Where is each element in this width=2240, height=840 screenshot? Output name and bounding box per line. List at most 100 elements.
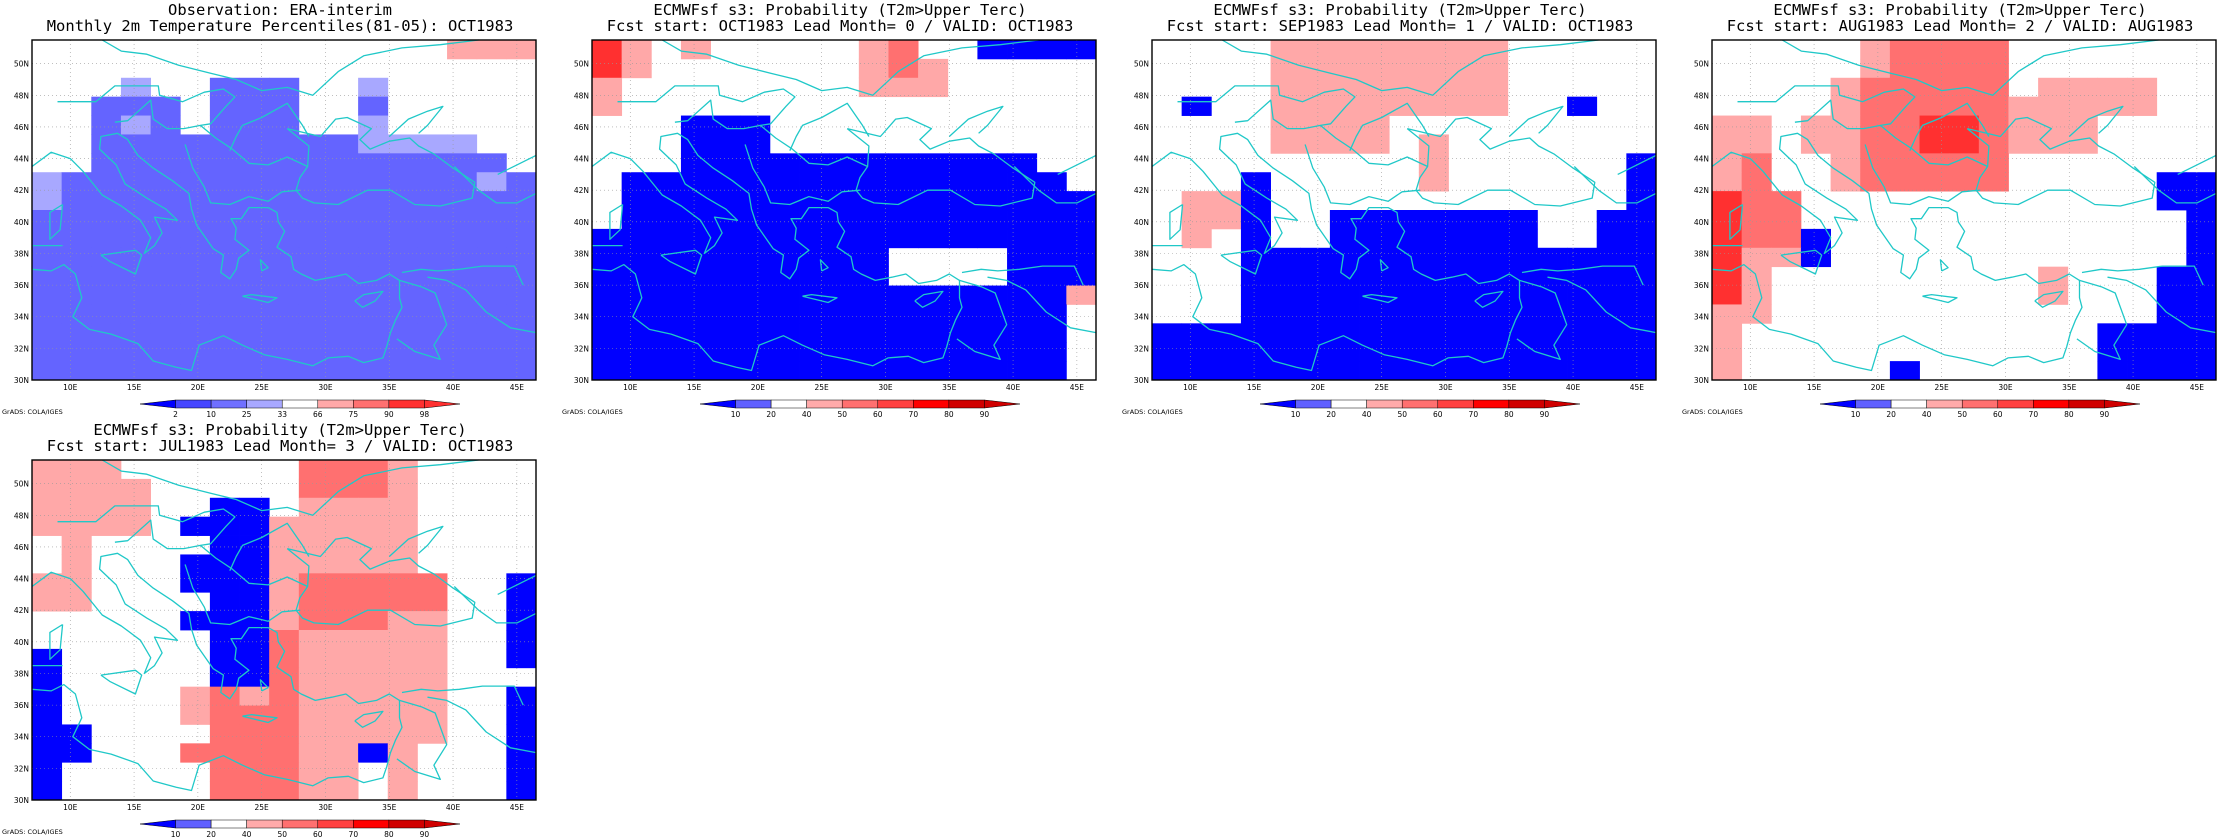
colorbar-segment [1855,399,1892,409]
grid-cell [1860,40,1891,60]
colorbar-label: 70 [1469,410,1479,419]
grid-cell [1448,77,1479,98]
grid-cell [710,134,741,154]
grid-cell [1478,266,1509,286]
grid-cell [888,323,919,343]
grid-cell [621,247,652,268]
grid-cell [1919,58,1950,79]
lat-tick-label: 42N [1134,186,1149,195]
grid-cell [298,210,329,230]
colorbar-label: 90 [980,410,990,419]
grid-cell [1830,115,1861,135]
grid-cell [150,172,181,192]
grid-cell [621,304,652,324]
coastline [259,679,269,692]
coastlines [31,39,537,372]
colorbar-label: 75 [349,410,359,419]
grid-cell [239,554,270,574]
grid-cell [1889,77,1920,98]
coastline [286,116,476,207]
grid-cell [1359,210,1390,230]
grid-cell [269,573,300,593]
lon-tick-label: 10E [1743,383,1758,392]
grid-cell [651,228,682,249]
colorbar-label: 90 [420,830,430,839]
grid-cell [1741,285,1772,305]
grid-cell [1741,172,1772,192]
grid-cell [1478,40,1509,60]
grid-cell [1036,172,1067,192]
grid-cell [239,266,270,286]
coastline [199,124,308,168]
grid-cell [1181,210,1212,230]
coastline [453,586,537,624]
coastlines [1151,39,1657,372]
lat-tick-label: 32N [14,344,29,353]
grid-cell [476,40,507,60]
coastline [354,290,384,308]
grid-cell [180,153,211,173]
grid-cell [1418,58,1449,79]
grid-cell [1596,361,1627,381]
grid-cell [680,134,711,154]
grid-cell [2067,77,2098,98]
grid-cell [32,648,63,669]
grid-cell [858,58,889,79]
grid-cell [476,342,507,362]
grid-cell [91,285,122,305]
grid-cell [1359,134,1390,154]
grid-cell [1329,342,1360,362]
grid-cell [2127,96,2158,116]
panel-observation: Observation: ERA-interim Monthly 2m Temp… [0,0,560,420]
colorbar-segment [353,819,390,829]
grid-cell [239,686,270,706]
lon-tick-label: 25E [815,383,830,392]
colorbar-label: 50 [1397,410,1407,419]
grid-cell [239,724,270,744]
grid-cell [829,153,860,173]
grid-cell [32,516,63,536]
coastline [1169,203,1184,240]
coastline [609,203,624,240]
colorbar-label: 80 [2064,410,2074,419]
grid-cell [2156,361,2187,381]
grid-cell [1830,172,1861,192]
grid-cell [1240,172,1271,192]
grid-cell [358,153,389,173]
colorbar-segment [1890,399,1927,409]
grid-cell [298,592,329,612]
grid-cell [2186,266,2217,286]
grid-cell [298,667,329,688]
grid-cell [888,228,919,249]
grid-cell [1712,247,1743,268]
grid-cell [1507,210,1538,230]
lon-tick-label: 35E [1502,383,1517,392]
grid-cell [269,648,300,669]
lat-tick-label: 40N [1694,218,1709,227]
grid-cell [977,285,1008,305]
grid-cell [2038,77,2069,98]
grid-cell [1626,266,1657,286]
grid-cell [91,497,122,518]
coastline [57,505,236,550]
grid-cell [32,323,63,343]
grid-cell [506,304,537,324]
colorbar-label: 90 [384,410,394,419]
grid-cell [829,228,860,249]
grid-cell [120,153,151,173]
grid-cell [1889,58,1920,79]
grid-cell [740,247,771,268]
grid-cell [858,228,889,249]
grid-cell [1418,304,1449,324]
panel-title-line1: ECMWFsf s3: Probability (T2m>Upper Terc) [93,421,467,439]
grid-cell [1329,96,1360,116]
colorbar-segment [948,399,985,409]
grid-cell [150,153,181,173]
colorbar-label: 20 [766,410,776,419]
grid-cell [621,40,652,60]
grid-cell [180,554,211,574]
grid-cell [1507,247,1538,268]
grid-cell [1270,40,1301,60]
grid-cell [1359,342,1390,362]
grid-cell [417,210,448,230]
